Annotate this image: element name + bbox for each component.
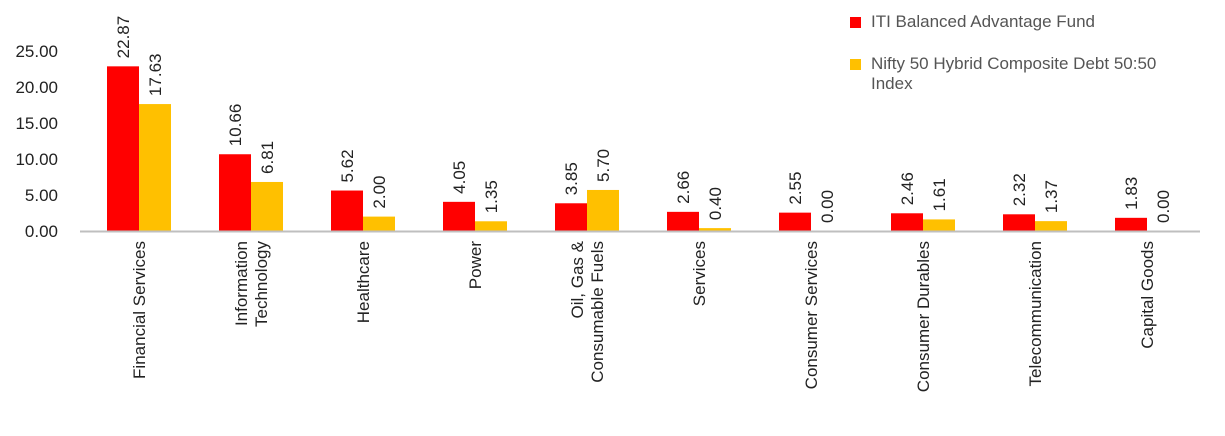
bar-fund: [331, 190, 363, 231]
bar-index: [363, 216, 395, 231]
legend-swatch-yellow: [850, 59, 861, 70]
category-label: Technology: [252, 241, 271, 328]
bar-index: [699, 228, 731, 231]
legend-label: ITI Balanced Advantage Fund: [871, 12, 1095, 31]
bar-fund: [1003, 214, 1035, 231]
bar-fund: [443, 201, 475, 231]
bar-index: [475, 221, 507, 231]
data-label: 17.63: [146, 54, 165, 97]
bar-fund: [219, 154, 251, 231]
category-label: Consumer Durables: [914, 241, 933, 392]
legend-item-index: Nifty 50 Hybrid Composite Debt 50:50 Ind…: [850, 54, 1171, 94]
bar-index: [1035, 221, 1067, 231]
data-labels: 22.87 17.63 10.66 6.81 5.62 2.00 4.05 1.35 3.85 5…: [114, 16, 1173, 223]
legend: ITI Balanced Advantage Fund Nifty 50 Hyb…: [850, 12, 1171, 116]
y-tick-label: 25.00: [15, 42, 58, 61]
y-axis: 0.00 5.00 10.00 15.00 20.00 25.00: [15, 42, 58, 241]
category-label: Financial Services: [130, 241, 149, 379]
data-label: 1.83: [1122, 177, 1141, 210]
category-label: Capital Goods: [1138, 241, 1157, 349]
category-label: Consumer Services: [802, 241, 821, 389]
bar-fund: [555, 203, 587, 231]
category-label: Consumable Fuels: [588, 241, 607, 383]
category-label: Telecommunication: [1026, 241, 1045, 387]
bar-fund: [891, 213, 923, 231]
bars: [107, 66, 1147, 231]
category-label: Information: [232, 241, 251, 326]
data-label: 22.87: [114, 16, 133, 59]
data-label: 2.46: [898, 172, 917, 205]
bar-index: [139, 104, 171, 231]
legend-item-fund: ITI Balanced Advantage Fund: [850, 12, 1171, 32]
y-tick-label: 0.00: [25, 222, 58, 241]
data-label: 1.37: [1042, 180, 1061, 213]
data-label: 0.00: [818, 190, 837, 223]
bar-index: [587, 189, 619, 231]
category-label: Healthcare: [354, 241, 373, 323]
x-axis: Financial Services Information Technology H…: [80, 230, 1200, 392]
data-label: 5.70: [594, 149, 613, 182]
data-label: 3.85: [562, 162, 581, 195]
data-label: 6.81: [258, 141, 277, 174]
legend-swatch-red: [850, 17, 861, 28]
data-label: 1.35: [482, 180, 501, 213]
y-tick-label: 10.00: [15, 150, 58, 169]
bar-fund: [1115, 217, 1147, 231]
data-label: 0.00: [1154, 190, 1173, 223]
data-label: 2.32: [1010, 173, 1029, 206]
y-tick-label: 20.00: [15, 78, 58, 97]
bar-index: [251, 181, 283, 231]
legend-label: Nifty 50 Hybrid Composite Debt 50:50 Ind…: [871, 54, 1157, 93]
data-label: 2.55: [786, 172, 805, 205]
category-label: Services: [690, 241, 709, 306]
data-label: 2.00: [370, 176, 389, 209]
data-label: 4.05: [450, 161, 469, 194]
data-label: 2.66: [674, 171, 693, 204]
data-label: 1.61: [930, 178, 949, 211]
y-tick-label: 5.00: [25, 186, 58, 205]
data-label: 5.62: [338, 149, 357, 182]
y-tick-label: 15.00: [15, 114, 58, 133]
category-label: Power: [466, 241, 485, 290]
bar-fund: [107, 66, 139, 231]
data-label: 0.40: [706, 187, 725, 220]
bar-fund: [667, 211, 699, 231]
category-label: Oil, Gas &: [568, 240, 587, 318]
bar-fund: [779, 212, 811, 231]
bar-index: [923, 219, 955, 231]
data-label: 10.66: [226, 104, 245, 147]
